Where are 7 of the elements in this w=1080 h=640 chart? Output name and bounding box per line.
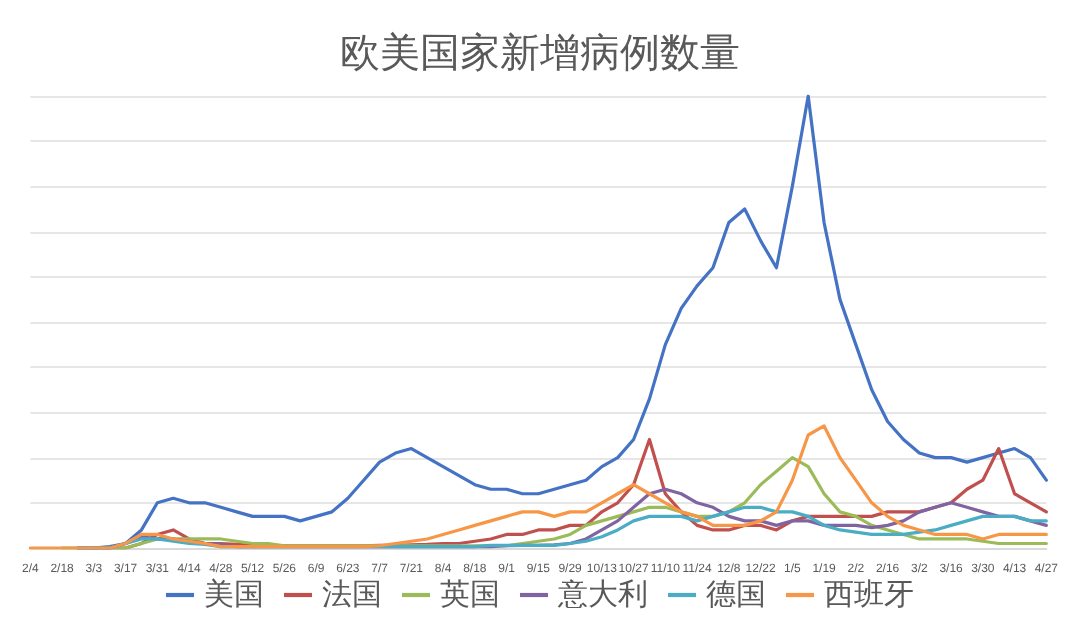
legend-label: 英国 [440, 578, 500, 612]
legend-label: 德国 [706, 578, 766, 612]
legend-label: 意大利 [556, 578, 648, 612]
legend-label: 美国 [204, 578, 264, 612]
chart-title: 欧美国家新增病例数量 [340, 30, 740, 76]
legend-label: 西班牙 [824, 578, 914, 612]
legend-label: 法国 [322, 578, 382, 612]
